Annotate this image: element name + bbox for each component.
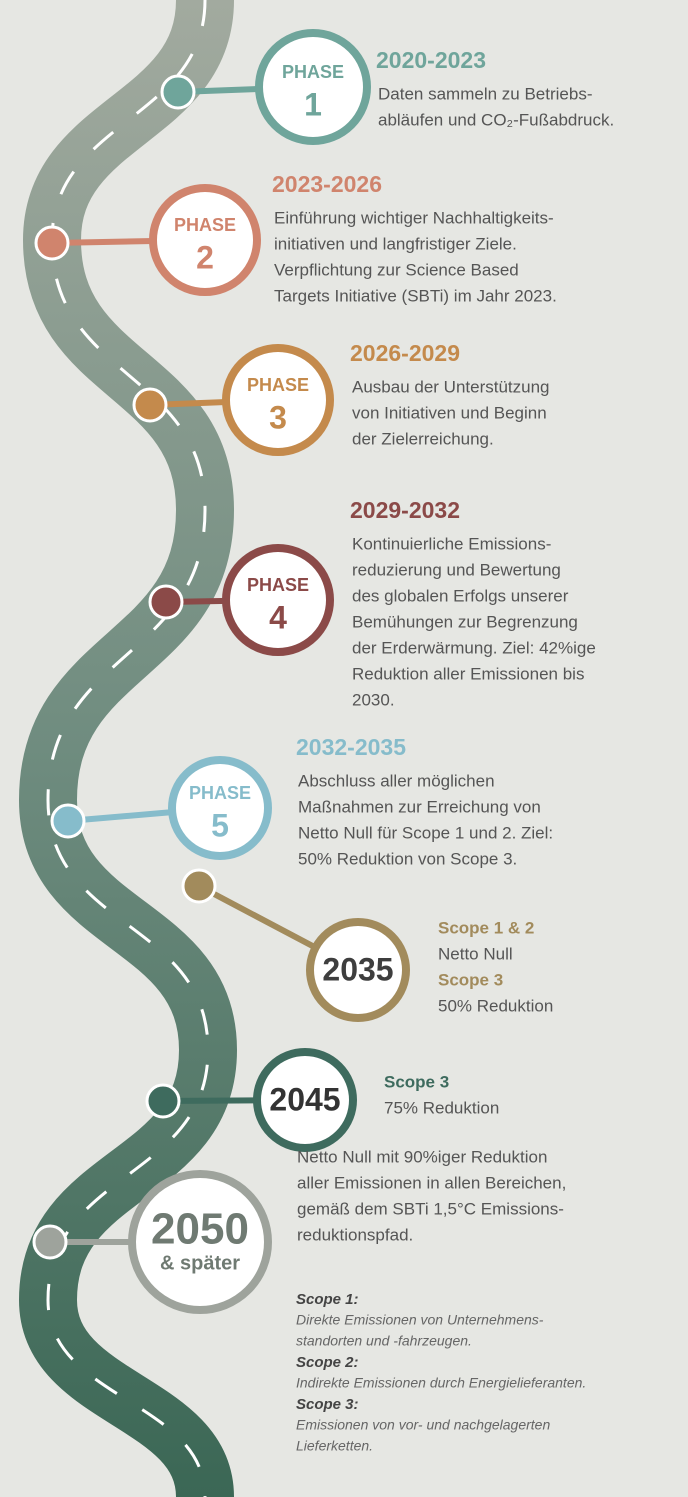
phase-description: 2030. bbox=[352, 690, 395, 709]
phase-description: Abschluss aller möglichen bbox=[298, 771, 495, 790]
phase-description: 50% Reduktion von Scope 3. bbox=[298, 849, 517, 868]
phase-description: Verpflichtung zur Science Based bbox=[274, 260, 519, 279]
milestone-description: gemäß dem SBTi 1,5°C Emissions- bbox=[297, 1199, 564, 1218]
phase-number: 4 bbox=[269, 599, 287, 635]
footnote-text: standorten und -fahrzeugen. bbox=[296, 1333, 472, 1349]
footnote-text: Lieferketten. bbox=[296, 1438, 373, 1454]
milestone-description: Scope 3 bbox=[438, 970, 503, 989]
phase-label: PHASE bbox=[174, 215, 236, 235]
phase-description: reduzierung und Bewertung bbox=[352, 560, 561, 579]
milestone-description: Netto Null bbox=[438, 944, 513, 963]
phase-label: PHASE bbox=[247, 575, 309, 595]
phase-years: 2026-2029 bbox=[350, 340, 460, 366]
milestone-description: aller Emissionen in allen Bereichen, bbox=[297, 1173, 566, 1192]
phase-description: abläufen und CO₂-Fußabdruck. bbox=[378, 110, 614, 129]
phase-years: 2029-2032 bbox=[350, 497, 460, 523]
milestone-suffix: & später bbox=[160, 1252, 240, 1274]
phase-description: Maßnahmen zur Erreichung von bbox=[298, 797, 541, 816]
road-dot bbox=[134, 389, 166, 421]
phase-number: 3 bbox=[269, 399, 287, 435]
footnote-text: Indirekte Emissionen durch Energieliefer… bbox=[296, 1375, 586, 1391]
roadmap: PHASE 1 2020-2023 Daten sammeln zu Betriebs… bbox=[0, 0, 688, 1497]
footnote-term: Scope 3: bbox=[296, 1396, 359, 1413]
phase-description: Ausbau der Unterstützung bbox=[352, 377, 550, 396]
phase-years: 2023-2026 bbox=[272, 171, 382, 197]
phase-description: Einführung wichtiger Nachhaltigkeits- bbox=[274, 208, 554, 227]
road-dot bbox=[34, 1226, 66, 1258]
footnote-term: Scope 1: bbox=[296, 1291, 359, 1308]
milestone-description: reduktionspfad. bbox=[297, 1225, 413, 1244]
phase-description: der Zielerreichung. bbox=[352, 429, 494, 448]
road-dot bbox=[183, 870, 215, 902]
phase-description: Targets Initiative (SBTi) im Jahr 2023. bbox=[274, 286, 557, 305]
milestone-year: 2050 bbox=[151, 1205, 249, 1254]
milestone-description: 75% Reduktion bbox=[384, 1098, 499, 1117]
phase-number: 1 bbox=[304, 86, 322, 122]
road-dot bbox=[36, 227, 68, 259]
phase-description: Bemühungen zur Begrenzung bbox=[352, 612, 578, 631]
footnote-text: Direkte Emissionen von Unternehmens- bbox=[296, 1312, 544, 1328]
footnote-term: Scope 2: bbox=[296, 1354, 359, 1371]
phase-description: Kontinuierliche Emissions- bbox=[352, 534, 551, 553]
phase-number: 2 bbox=[196, 239, 214, 275]
road-dot bbox=[52, 805, 84, 837]
phase-years: 2032-2035 bbox=[296, 734, 406, 760]
milestone-description: Scope 3 bbox=[384, 1072, 449, 1091]
phase-years: 2020-2023 bbox=[376, 47, 486, 73]
page: PHASE 1 2020-2023 Daten sammeln zu Betriebs… bbox=[0, 0, 688, 1497]
phase-description: Netto Null für Scope 1 und 2. Ziel: bbox=[298, 823, 553, 842]
road-dot bbox=[150, 586, 182, 618]
milestone-year: 2035 bbox=[322, 951, 393, 987]
phase-description: Reduktion aller Emissionen bis bbox=[352, 664, 584, 683]
phase-label: PHASE bbox=[189, 783, 251, 803]
phase-description: des globalen Erfolgs unserer bbox=[352, 586, 569, 605]
milestone-description: Scope 1 & 2 bbox=[438, 918, 534, 937]
road-dot bbox=[162, 76, 194, 108]
footnote-text: Emissionen von vor- und nachgelagerten bbox=[296, 1417, 550, 1433]
milestone-description: 50% Reduktion bbox=[438, 996, 553, 1015]
phase-description: initiativen und langfristiger Ziele. bbox=[274, 234, 517, 253]
road-dot bbox=[147, 1085, 179, 1117]
phase-label: PHASE bbox=[282, 62, 344, 82]
phase-description: Daten sammeln zu Betriebs- bbox=[378, 84, 592, 103]
phase-label: PHASE bbox=[247, 375, 309, 395]
milestone-year: 2045 bbox=[269, 1081, 340, 1117]
phase-description: der Erderwärmung. Ziel: 42%ige bbox=[352, 638, 596, 657]
milestone-description: Netto Null mit 90%iger Reduktion bbox=[297, 1147, 547, 1166]
phase-number: 5 bbox=[211, 807, 229, 843]
phase-description: von Initiativen und Beginn bbox=[352, 403, 547, 422]
